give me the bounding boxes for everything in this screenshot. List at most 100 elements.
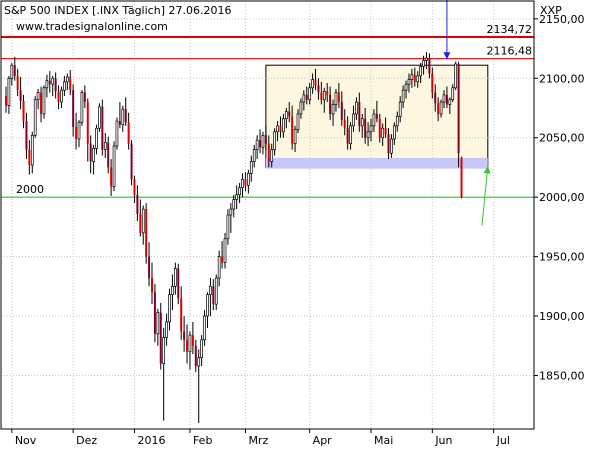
candle-body [151, 278, 153, 293]
candle-body [223, 238, 227, 263]
candle-body [139, 213, 142, 233]
candle-body [296, 113, 300, 130]
candle-body [206, 294, 209, 317]
candle-body [299, 101, 303, 115]
x-tick-label: Mai [374, 434, 393, 447]
chart-title: S&P 500 INDEX [.INX Täglich] 27.06.2016 [4, 4, 231, 17]
level-label: 2000 [16, 183, 44, 196]
support-arrow [481, 166, 489, 226]
candle-body [410, 74, 414, 80]
arrow-head [483, 166, 491, 174]
candle-body [188, 334, 192, 353]
candle-body [340, 102, 343, 120]
candle-body [448, 99, 452, 105]
candle-body [279, 125, 282, 132]
candle-body [133, 179, 136, 195]
candle-body [288, 111, 291, 117]
candle-body [83, 92, 86, 103]
candle-body [217, 256, 221, 279]
candle-body [156, 312, 160, 335]
support-band [265, 157, 488, 169]
candle-body [352, 113, 355, 127]
candle-body [118, 121, 121, 125]
candle-body [442, 94, 446, 103]
candle-body [311, 79, 314, 89]
candle-body [334, 92, 338, 105]
candle-body [19, 90, 22, 101]
candle-body [80, 92, 84, 123]
candle-body [183, 331, 186, 340]
candle-body [276, 125, 279, 133]
candle-body [16, 75, 19, 91]
candle-body [349, 125, 352, 145]
candle-body [168, 294, 171, 323]
candle-body [127, 122, 130, 144]
candle-body [200, 339, 203, 359]
candle-body [241, 178, 244, 189]
candle-body [369, 125, 373, 133]
arrow-head [443, 52, 451, 60]
candle-body [107, 142, 110, 168]
x-tick-label: Jul [496, 434, 510, 447]
candle-body [136, 194, 139, 214]
candle-body [72, 90, 75, 128]
candle-body [103, 142, 107, 150]
x-tick-label: 2016 [137, 434, 165, 447]
candle-body [425, 57, 428, 61]
candle-body [229, 208, 233, 216]
candle-body [431, 73, 434, 93]
candle-body [407, 79, 411, 85]
candle-body [337, 92, 340, 103]
candle-body [180, 298, 183, 332]
candle-body [232, 199, 236, 210]
candle-body [209, 285, 212, 296]
candle-body [320, 92, 323, 100]
candle-body [404, 83, 408, 91]
candle-body [360, 118, 364, 127]
candle-body [60, 89, 63, 103]
candle-body [322, 91, 326, 101]
candle-body [186, 339, 189, 352]
candle-body [293, 129, 297, 145]
candle-body [291, 116, 294, 144]
candle-body [454, 63, 458, 89]
candle-body [437, 103, 440, 114]
candle-body [203, 315, 206, 341]
candle-body [212, 286, 215, 305]
candle-body [378, 118, 381, 138]
candle-body [401, 89, 405, 103]
candle-body [42, 87, 46, 115]
candle-body [235, 194, 239, 200]
candle-body [381, 127, 385, 139]
candle-body [148, 256, 151, 279]
candle-body [33, 99, 37, 136]
x-tick-label: Feb [193, 434, 212, 447]
candle-body [10, 64, 14, 79]
candle-body [326, 91, 329, 95]
candle-body [434, 92, 437, 104]
currency-label: XXP [540, 4, 562, 17]
candle-body [346, 128, 349, 144]
y-tick-label: 1950,00 [539, 251, 585, 264]
candle-body [419, 66, 422, 77]
candle-body [445, 94, 448, 105]
candle-body [267, 143, 270, 162]
candle-body [226, 214, 230, 240]
candle-body [358, 102, 361, 126]
candle-body [177, 268, 180, 299]
candle-body [305, 94, 308, 100]
y-tick-label: 1850,00 [539, 370, 585, 383]
candle-body [255, 139, 259, 150]
candle-body [25, 121, 28, 150]
candle-body [261, 134, 265, 148]
candle-body [249, 161, 253, 174]
candle-body [375, 113, 378, 119]
candle-body [40, 92, 43, 114]
candle-body [69, 77, 72, 91]
candle-body [45, 80, 49, 89]
candle-body [197, 357, 201, 367]
candle-body [238, 187, 241, 196]
level-label: 2116,48 [487, 45, 533, 58]
candle-body [124, 109, 127, 123]
